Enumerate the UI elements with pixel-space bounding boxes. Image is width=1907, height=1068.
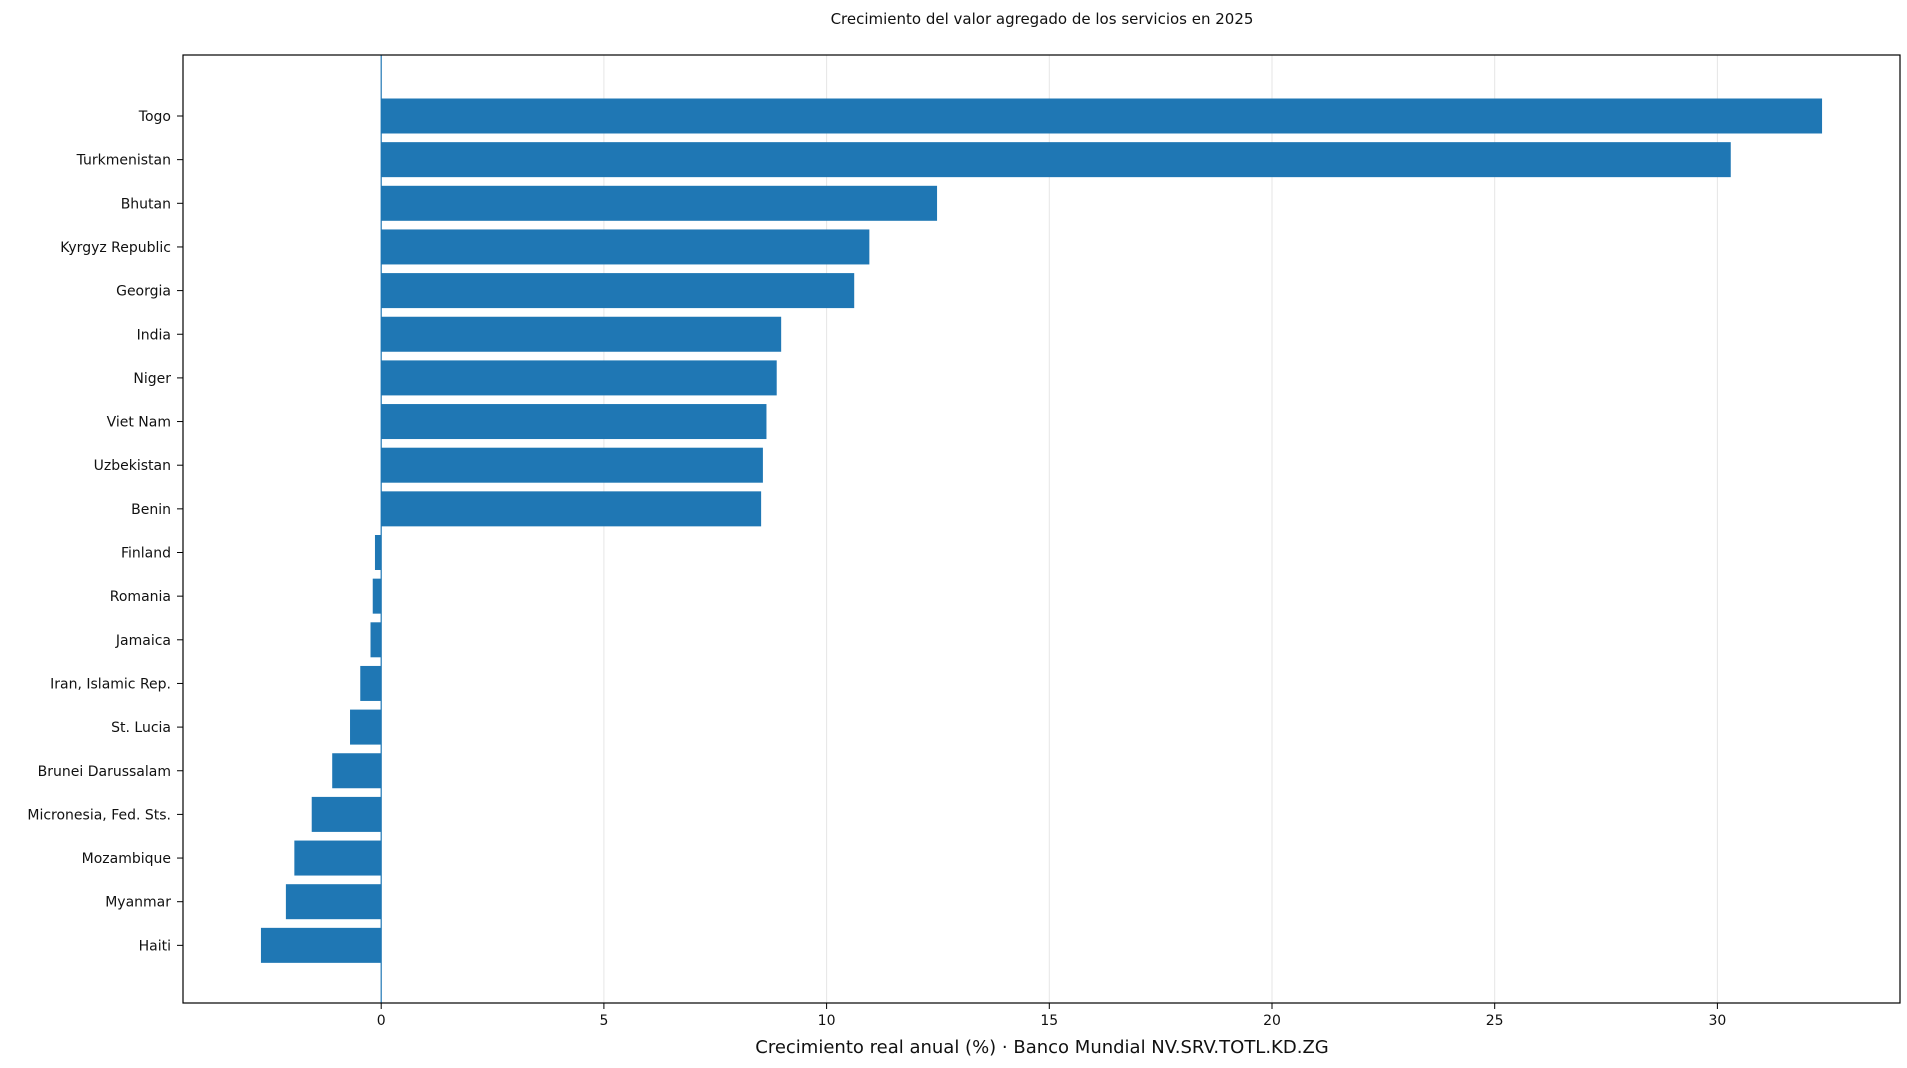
bar: [381, 404, 767, 440]
y-tick-label: Niger: [133, 371, 171, 387]
bar: [381, 98, 1823, 134]
bar: [381, 273, 855, 309]
y-tick-label: Finland: [121, 546, 171, 562]
y-tick-label: Uzbekistan: [94, 458, 171, 474]
x-tick-label: 20: [1263, 1013, 1281, 1029]
bar: [381, 316, 782, 352]
x-axis-ticks: 0 5 10 15 20 25 30: [377, 1003, 1726, 1029]
plot-frame: [182, 54, 1901, 1004]
chart-title: Crecimiento del valor agregado de los se…: [831, 10, 1254, 28]
bar: [350, 709, 382, 745]
y-tick-label: Bhutan: [121, 196, 171, 212]
y-tick-label: St. Lucia: [111, 720, 171, 736]
bar: [260, 927, 382, 963]
bar: [374, 535, 382, 570]
y-tick-label: Romania: [110, 589, 171, 605]
y-tick-label: Viet Nam: [107, 415, 171, 431]
bar: [381, 491, 762, 527]
y-tick-label: India: [137, 327, 171, 343]
x-tick-label: 15: [1040, 1013, 1058, 1029]
y-tick-label: Micronesia, Fed. Sts.: [27, 807, 171, 823]
bars: [260, 98, 1823, 963]
y-tick-label: Iran, Islamic Rep.: [50, 676, 171, 692]
x-tick-label: 25: [1486, 1013, 1504, 1029]
y-tick-label: Brunei Darussalam: [38, 764, 171, 780]
y-tick-label: Jamaica: [115, 633, 171, 649]
bar: [285, 884, 382, 920]
y-tick-label: Turkmenistan: [76, 153, 171, 169]
bar: [381, 142, 1731, 178]
bar: [370, 622, 382, 658]
bar: [381, 185, 938, 221]
bar: [372, 578, 382, 614]
x-tick-label: 30: [1708, 1013, 1726, 1029]
y-tick-label: Benin: [131, 502, 171, 518]
y-tick-label: Georgia: [116, 284, 171, 300]
bar: [381, 360, 777, 396]
bar: [381, 447, 763, 483]
y-tick-label: Mozambique: [82, 851, 171, 867]
y-tick-label: Haiti: [139, 938, 171, 954]
bar: [311, 796, 382, 832]
x-tick-label: 5: [599, 1013, 608, 1029]
x-axis-label: Crecimiento real anual (%) · Banco Mundi…: [755, 1037, 1328, 1058]
y-tick-label: Togo: [138, 109, 171, 125]
bar: [360, 665, 382, 701]
bar: [332, 753, 382, 789]
y-tick-label: Myanmar: [105, 895, 171, 911]
y-axis-labels: Togo Turkmenistan Bhutan Kyrgyz Republic Geo…: [27, 109, 183, 954]
bar: [294, 840, 382, 876]
bar: [381, 229, 870, 265]
y-tick-label: Kyrgyz Republic: [60, 240, 171, 256]
x-tick-label: 0: [377, 1013, 386, 1029]
x-tick-label: 10: [818, 1013, 836, 1029]
